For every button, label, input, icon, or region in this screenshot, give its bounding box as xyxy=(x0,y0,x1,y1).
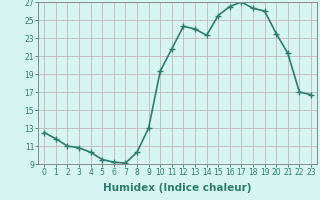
X-axis label: Humidex (Indice chaleur): Humidex (Indice chaleur) xyxy=(103,183,252,193)
